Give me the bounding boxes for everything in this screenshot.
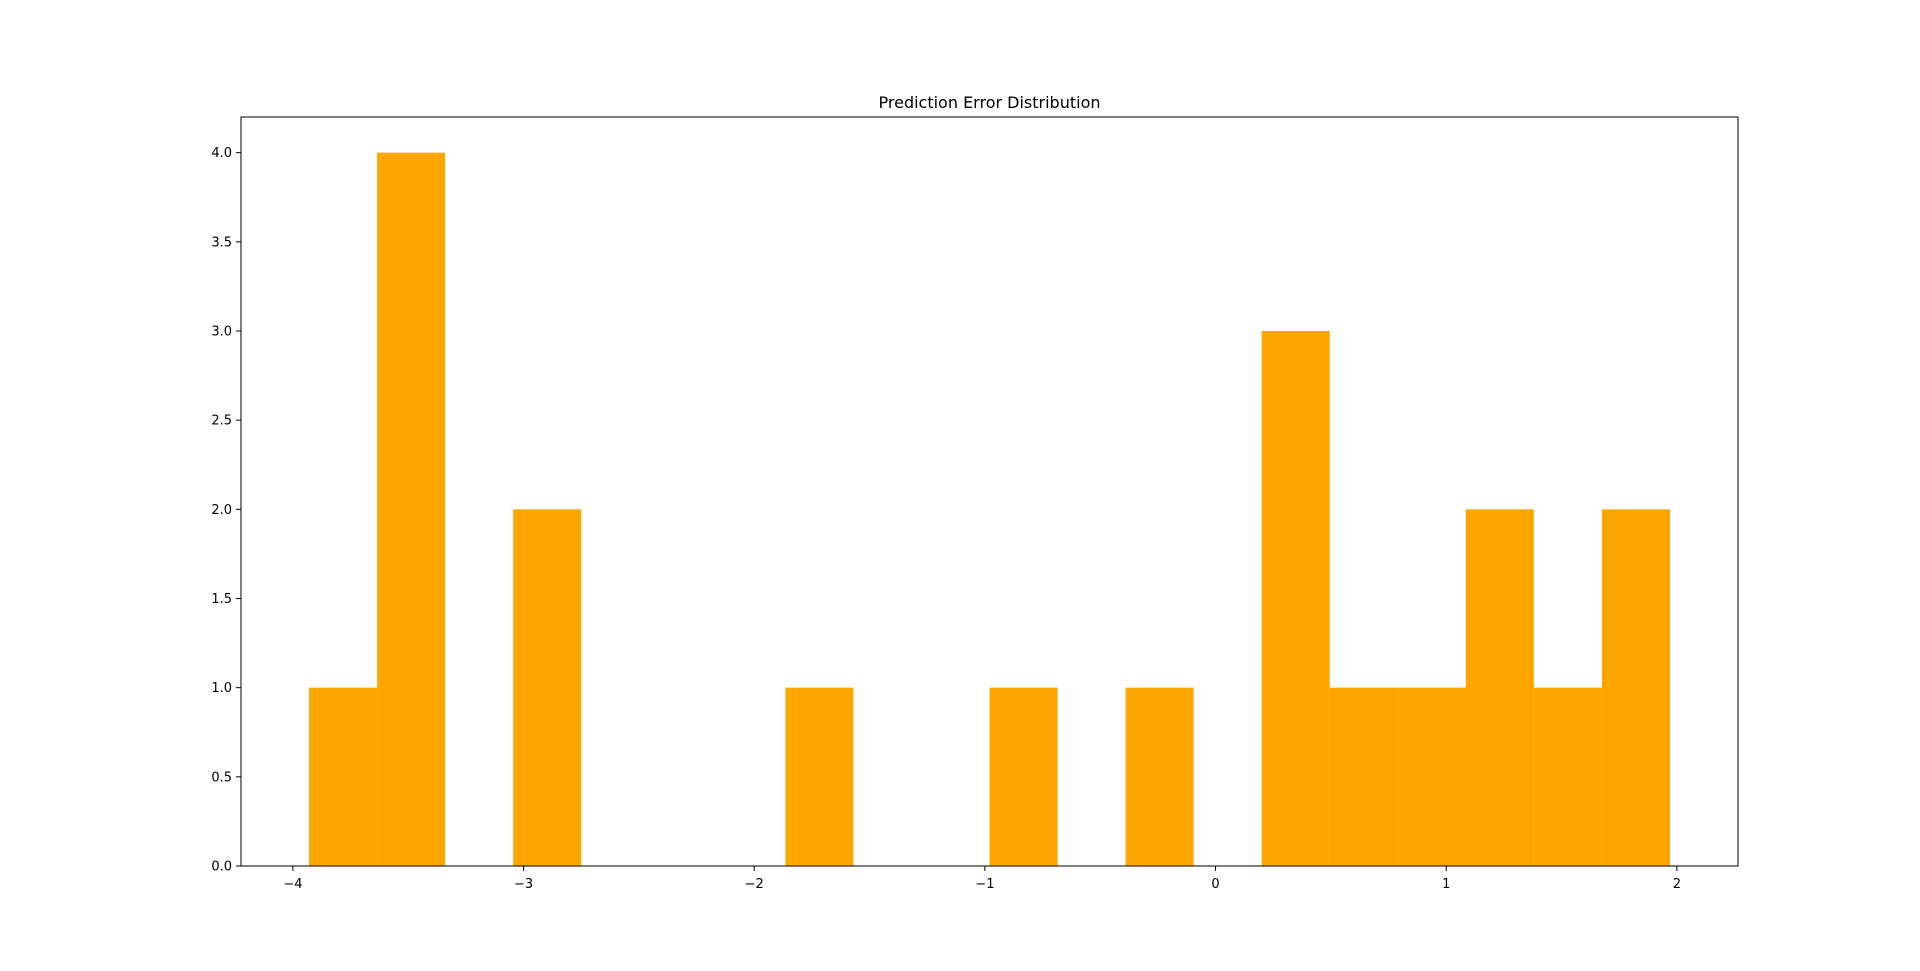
histogram-bar [1125, 687, 1194, 866]
y-tick-label: 4.0 [211, 146, 232, 161]
histogram-bar [309, 687, 378, 866]
x-tick-label: 2 [1673, 877, 1681, 892]
histogram-bar [1601, 509, 1670, 866]
x-axis: −4 −3 −2 −1 0 1 2 [283, 866, 1681, 892]
y-tick-label: 3.0 [211, 325, 232, 340]
x-tick-label: −2 [745, 877, 764, 892]
histogram-bar [377, 152, 446, 866]
x-tick-label: −4 [283, 877, 302, 892]
chart-title: Prediction Error Distribution [879, 93, 1101, 112]
histogram-bar [513, 509, 582, 866]
x-tick-label: −3 [514, 877, 533, 892]
y-tick-label: 1.0 [211, 681, 232, 696]
histogram-bar [1465, 509, 1534, 866]
y-tick-label: 1.5 [211, 592, 232, 607]
y-tick-label: 2.5 [211, 414, 232, 429]
histogram-bar [1329, 687, 1398, 866]
x-tick-label: −1 [975, 877, 994, 892]
histogram-bar [1261, 331, 1330, 866]
bars-group [309, 152, 1670, 866]
y-tick-label: 3.5 [211, 235, 232, 250]
histogram-bar [989, 687, 1058, 866]
histogram-bar [785, 687, 854, 866]
plot-frame [240, 116, 1739, 867]
y-tick-label: 0.0 [211, 860, 232, 875]
x-tick-label: 0 [1211, 877, 1219, 892]
y-tick-label: 2.0 [211, 503, 232, 518]
y-axis: 0.0 0.5 1.0 1.5 2.0 2.5 3.0 3.5 4.0 [211, 146, 241, 875]
histogram-bar [1397, 687, 1466, 866]
x-tick-label: 1 [1442, 877, 1450, 892]
y-tick-label: 0.5 [211, 770, 232, 785]
histogram-bar [1533, 687, 1602, 866]
